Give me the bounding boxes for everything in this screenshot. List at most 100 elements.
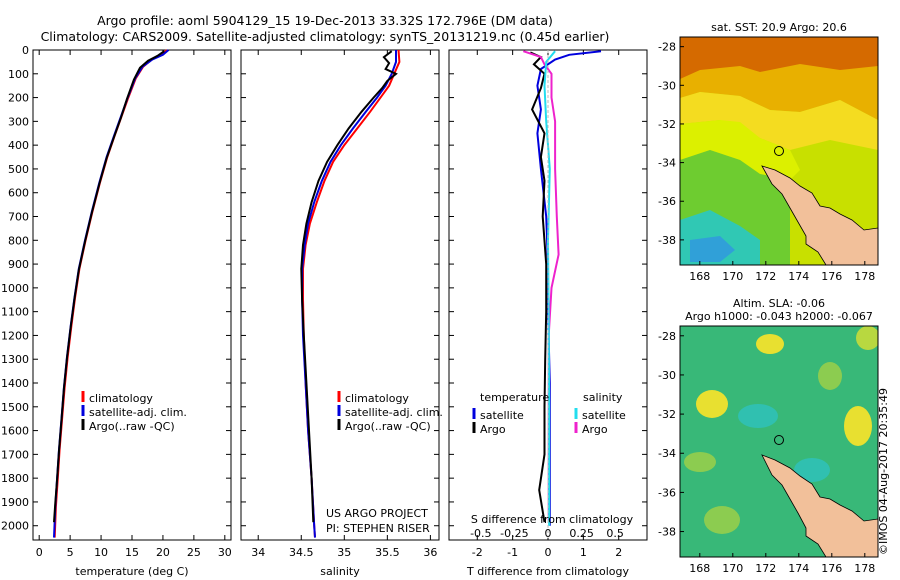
salinity-series-argo-raw-qc- xyxy=(300,50,398,523)
sla-map-xtick-label: 176 xyxy=(821,562,842,575)
differences-legend-s-label: Argo xyxy=(582,423,608,436)
sla-map xyxy=(680,326,878,557)
sla-land xyxy=(761,454,878,557)
differences-legend-heading-temperature: temperature xyxy=(480,391,549,404)
temperature-ytick-label: 1000 xyxy=(1,282,29,295)
differences-xtick-label: 1 xyxy=(580,546,587,559)
sla-map-ytick-label: -38 xyxy=(658,526,676,539)
differences-legend-t-label: satellite xyxy=(480,409,524,422)
sla-map-xtick-label: 170 xyxy=(722,562,743,575)
temperature-ytick-label: 1600 xyxy=(1,425,29,438)
temperature-ytick-label: 200 xyxy=(8,92,29,105)
sla-high-3 xyxy=(696,390,728,418)
sla-high-6 xyxy=(684,452,716,472)
sst-map-xtick-label: 176 xyxy=(821,270,842,283)
salinity-frame xyxy=(240,49,440,541)
copyright-stamp: ©IMOS 04-Aug-2017 20:35:49 xyxy=(877,388,890,555)
salinity-legend-label: satellite-adj. clim. xyxy=(345,406,443,419)
sla-low-2 xyxy=(794,458,830,482)
sst-map-ytick-label: -36 xyxy=(658,195,676,208)
salinity-xtick-label: 34 xyxy=(251,546,265,559)
sst-land xyxy=(761,165,878,265)
sla-high-7 xyxy=(704,506,740,534)
sst-map-ytick-label: -32 xyxy=(658,118,676,131)
sla-high-5 xyxy=(818,362,842,390)
differences-panel: -2 -1 0 1 2 T difference from climatology -0.5… xyxy=(448,49,648,578)
temperature-ytick-label: 100 xyxy=(8,68,29,81)
sst-map-ytick-label: -30 xyxy=(658,79,676,92)
temperature-xlabel: temperature (deg C) xyxy=(75,565,188,578)
differences-legend-t-label: Argo xyxy=(480,423,506,436)
sla-map-xtick-label: 178 xyxy=(854,562,875,575)
differences-xtick-label: -2 xyxy=(472,546,483,559)
sst-map-xtick-label: 172 xyxy=(755,270,776,283)
temperature-ytick-label: 800 xyxy=(8,234,29,247)
salinity-xtick-label: 35 xyxy=(337,546,351,559)
sst-map-xtick-label: 170 xyxy=(722,270,743,283)
differences-s-tick-label: 0.25 xyxy=(569,527,594,540)
sst-argo-marker xyxy=(774,146,784,156)
sst-map-ytick-label: -34 xyxy=(658,157,676,170)
temperature-panel: 0 5 10 15 20 25 300100200300400500600700800900… xyxy=(1,44,232,578)
differences-xtick-label: -1 xyxy=(507,546,518,559)
figure-title-line2: Climatology: CARS2009. Satellite-adjuste… xyxy=(40,29,610,44)
sla-map-title: Altim. SLA: -0.06 xyxy=(733,297,825,310)
differences-legend-heading-salinity: salinity xyxy=(583,391,623,404)
sst-map-xtick-label: 178 xyxy=(854,270,875,283)
sla-map-axes: 168 170 172 174 176 178 -28 -30 -32 -34 -36 -38 Alti… xyxy=(658,297,875,575)
temperature-ytick-label: 1200 xyxy=(1,329,29,342)
sla-map-ytick-label: -32 xyxy=(658,408,676,421)
temperature-legend-label: Argo(..raw -QC) xyxy=(89,420,175,433)
differences-s-tick-label: 0.5 xyxy=(606,527,624,540)
temperature-ytick-label: 1900 xyxy=(1,496,29,509)
sst-map xyxy=(680,37,878,265)
sst-blue-zone xyxy=(690,236,735,262)
temperature-ytick-label: 1800 xyxy=(1,472,29,485)
salinity-xtick-label: 36 xyxy=(423,546,437,559)
sst-map-frame xyxy=(679,36,879,266)
temperature-xtick-label: 5 xyxy=(67,546,74,559)
differences-s-tick-label: -0.25 xyxy=(500,527,528,540)
sla-high-1 xyxy=(756,334,784,354)
temperature-xtick-label: 20 xyxy=(156,546,170,559)
sst-map-ytick-label: -38 xyxy=(658,234,676,247)
temperature-xtick-label: 25 xyxy=(187,546,201,559)
temperature-ytick-label: 1400 xyxy=(1,377,29,390)
sla-map-ytick-label: -34 xyxy=(658,447,676,460)
temperature-xtick-label: 15 xyxy=(125,546,139,559)
sla-map-xtick-label: 174 xyxy=(788,562,809,575)
sst-lime-zone xyxy=(680,120,800,180)
differences-series-salinity-satellite xyxy=(543,50,556,526)
sla-low-1 xyxy=(738,404,778,428)
temperature-ytick-label: 700 xyxy=(8,211,29,224)
temperature-ytick-label: 900 xyxy=(8,258,29,271)
sla-map-ytick-label: -36 xyxy=(658,486,676,499)
temperature-ytick-label: 1700 xyxy=(1,448,29,461)
differences-s-tick-label: 0 xyxy=(545,527,552,540)
sst-map-xtick-label: 168 xyxy=(689,270,710,283)
temperature-xtick-label: 10 xyxy=(94,546,108,559)
differences-s-xlabel: S difference from climatology xyxy=(471,513,634,526)
salinity-legend-label: Argo(..raw -QC) xyxy=(345,420,431,433)
sla-map-title: Argo h1000: -0.043 h2000: -0.067 xyxy=(685,310,873,323)
sst-orange-zone xyxy=(680,64,878,120)
credit-project: US ARGO PROJECT xyxy=(326,507,428,520)
sla-argo-marker xyxy=(774,435,784,445)
temperature-series-argo-raw-qc- xyxy=(53,50,165,523)
temperature-ytick-label: 600 xyxy=(8,187,29,200)
sla-map-xtick-label: 168 xyxy=(689,562,710,575)
temperature-xtick-label: 30 xyxy=(218,546,232,559)
sla-map-ytick-label: -30 xyxy=(658,369,676,382)
sla-map-xtick-label: 172 xyxy=(755,562,776,575)
temperature-xtick-label: 0 xyxy=(36,546,43,559)
sla-high-4 xyxy=(844,406,872,446)
sla-high-2 xyxy=(856,326,878,350)
sla-map-frame xyxy=(679,325,879,558)
temperature-ytick-label: 500 xyxy=(8,163,29,176)
salinity-legend-label: climatology xyxy=(345,392,409,405)
sst-map-title: sat. SST: 20.9 Argo: 20.6 xyxy=(711,21,847,34)
sst-map-ytick-label: -28 xyxy=(658,41,676,54)
differences-xtick-label: 2 xyxy=(615,546,622,559)
salinity-xtick-label: 34.5 xyxy=(289,546,314,559)
